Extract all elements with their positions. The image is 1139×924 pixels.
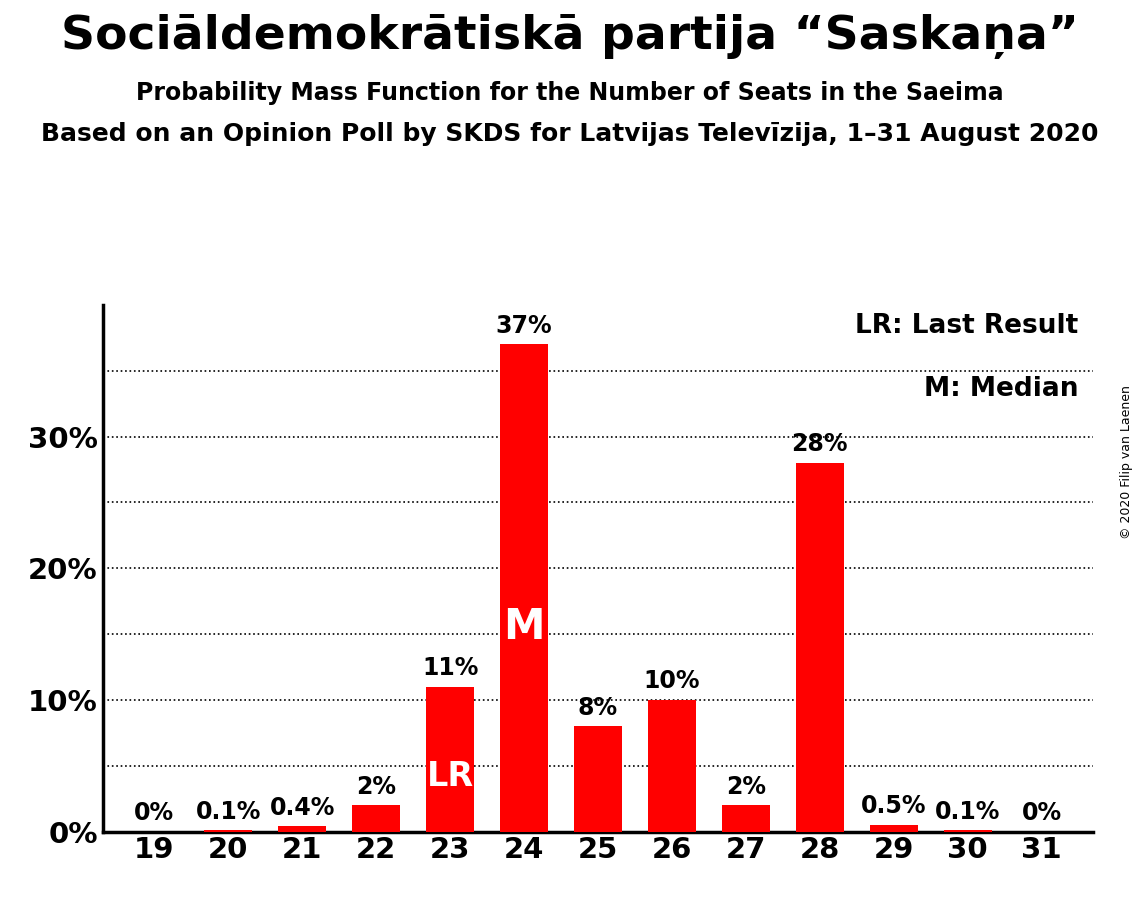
Text: 11%: 11% (421, 656, 478, 680)
Text: 0.1%: 0.1% (935, 799, 1000, 823)
Bar (648, 700, 696, 832)
Text: LR: LR (426, 760, 474, 793)
Bar (574, 726, 622, 832)
Text: 2%: 2% (357, 774, 396, 798)
Text: 8%: 8% (577, 696, 618, 720)
Bar (944, 831, 992, 832)
Text: M: Median: M: Median (924, 376, 1079, 402)
Text: 0.5%: 0.5% (861, 795, 926, 819)
Bar (204, 831, 252, 832)
Text: 10%: 10% (644, 669, 700, 693)
Text: 0.4%: 0.4% (270, 796, 335, 820)
Text: 0%: 0% (1022, 801, 1062, 825)
Text: 37%: 37% (495, 314, 552, 338)
Text: M: M (503, 606, 544, 648)
Text: Based on an Opinion Poll by SKDS for Latvijas Televīzija, 1–31 August 2020: Based on an Opinion Poll by SKDS for Lat… (41, 122, 1098, 146)
Bar (352, 805, 400, 832)
Text: 2%: 2% (726, 774, 765, 798)
Text: © 2020 Filip van Laenen: © 2020 Filip van Laenen (1121, 385, 1133, 539)
Text: Sociāldemokrātiskā partija “Saskaņa”: Sociāldemokrātiskā partija “Saskaņa” (60, 14, 1079, 59)
Text: 0.1%: 0.1% (196, 799, 261, 823)
Bar (796, 463, 844, 832)
Text: 0%: 0% (134, 801, 174, 825)
Bar (722, 805, 770, 832)
Bar (278, 826, 326, 832)
Bar (426, 687, 474, 832)
Bar (870, 825, 918, 832)
Text: 28%: 28% (792, 432, 849, 456)
Text: LR: Last Result: LR: Last Result (855, 313, 1079, 339)
Text: Probability Mass Function for the Number of Seats in the Saeima: Probability Mass Function for the Number… (136, 81, 1003, 105)
Bar (500, 345, 548, 832)
